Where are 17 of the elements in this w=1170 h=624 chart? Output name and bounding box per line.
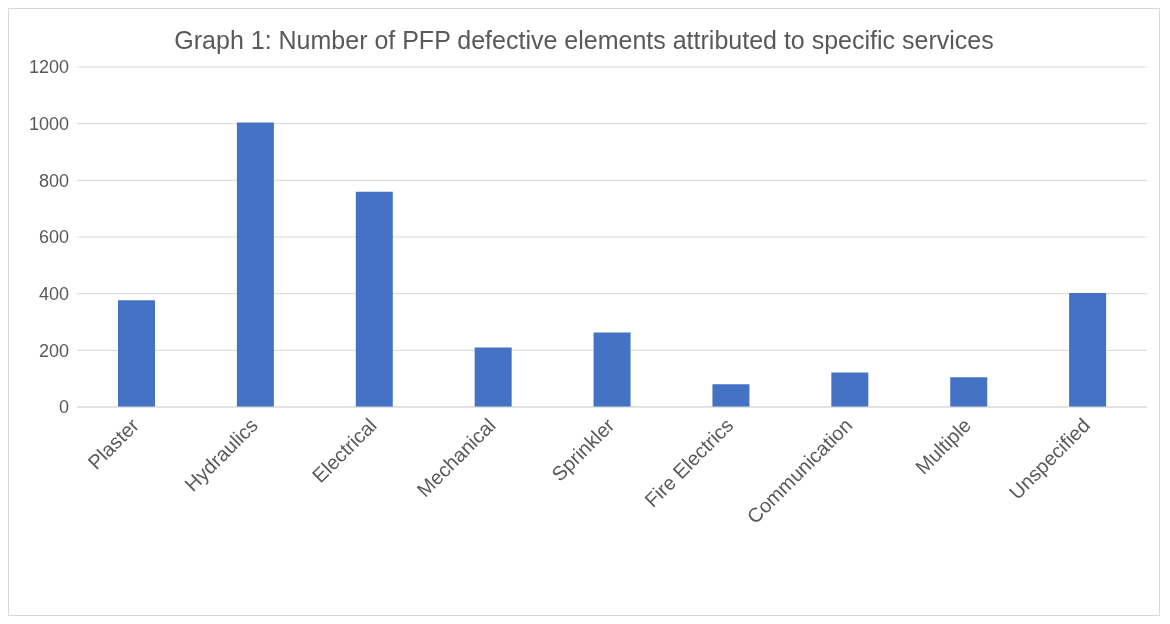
y-tick-label: 800 bbox=[38, 170, 69, 191]
bar bbox=[831, 372, 869, 407]
y-tick-label: 0 bbox=[58, 397, 69, 418]
y-tick-label: 200 bbox=[38, 340, 69, 361]
chart-title: Graph 1: Number of PFP defective elements attributed to specific services bbox=[173, 25, 995, 56]
bar bbox=[1069, 293, 1107, 407]
bar bbox=[593, 332, 631, 407]
y-tick-label: 600 bbox=[38, 227, 69, 248]
bar bbox=[950, 377, 988, 407]
y-tick-label: 400 bbox=[38, 284, 69, 305]
y-tick-label: 1200 bbox=[28, 57, 69, 78]
bar bbox=[118, 300, 155, 407]
bar bbox=[236, 122, 274, 407]
y-tick-label: 1000 bbox=[28, 114, 69, 135]
bar bbox=[355, 191, 393, 407]
bar bbox=[712, 384, 750, 407]
bar bbox=[474, 347, 512, 407]
